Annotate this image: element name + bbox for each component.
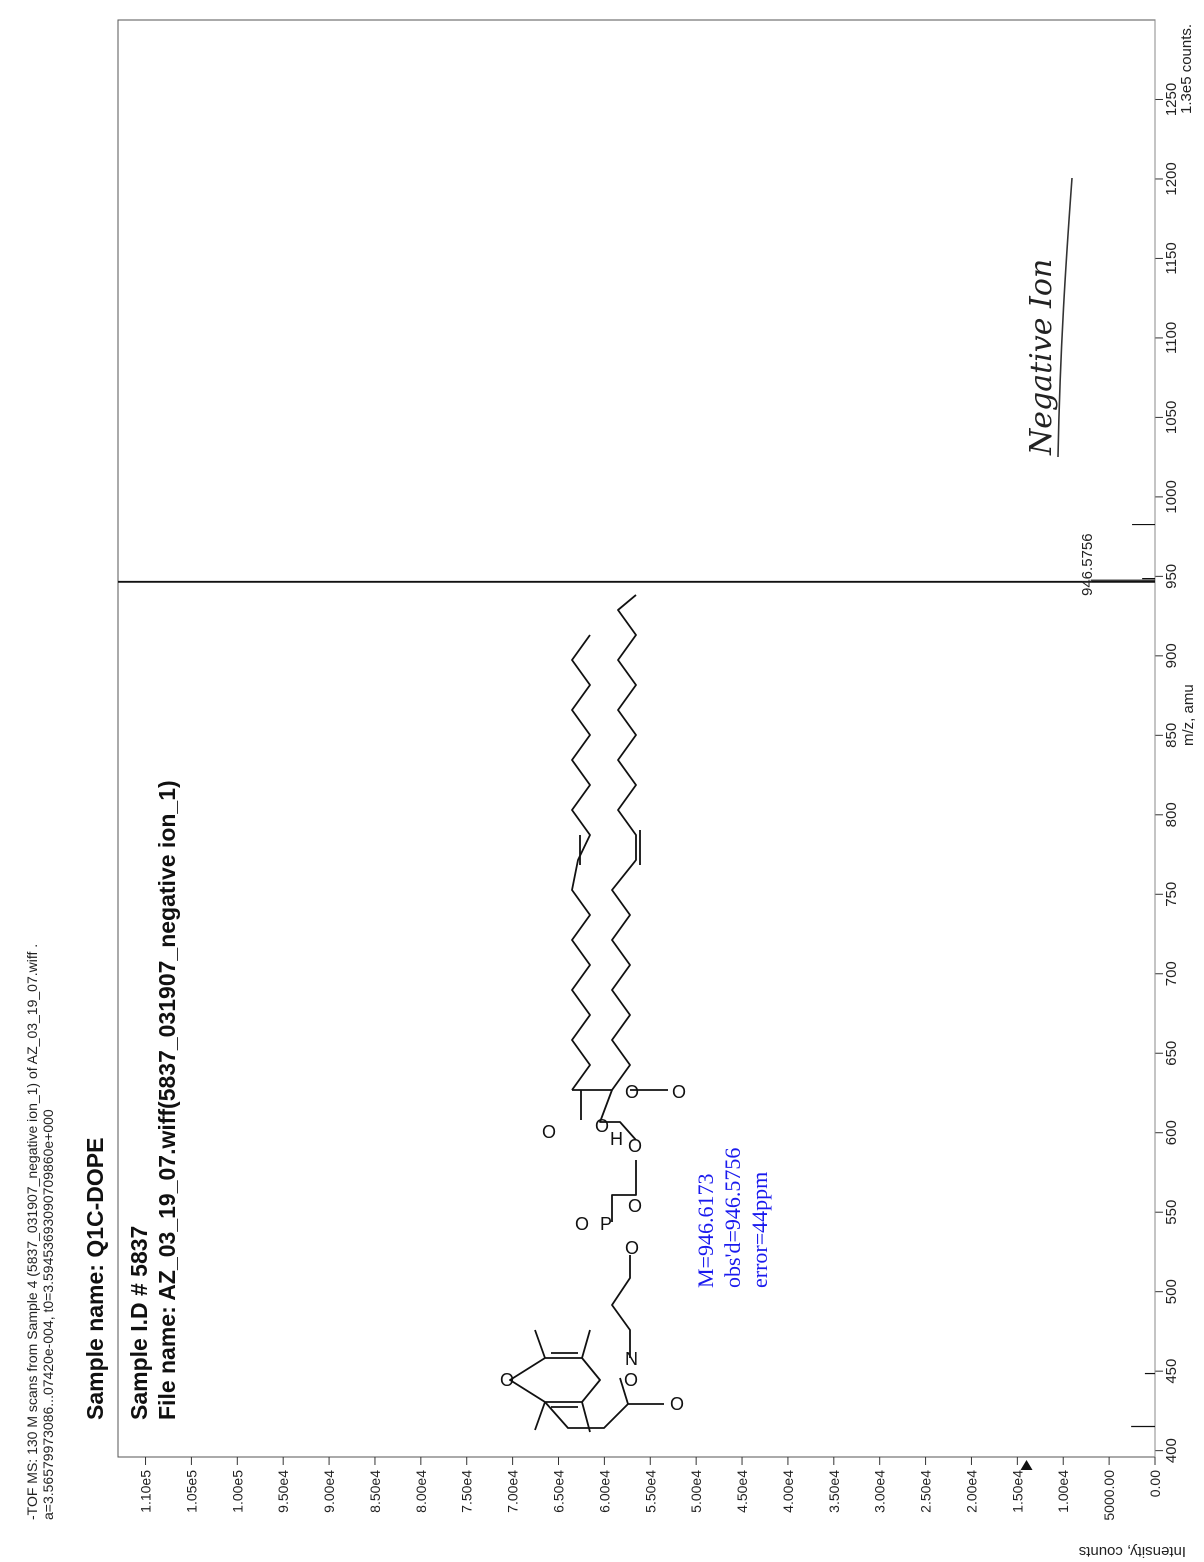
mz-tick-label: 850 <box>1163 723 1180 748</box>
atom-label: O <box>628 1136 642 1156</box>
intensity-tick-label: 2.50e4 <box>918 1470 934 1513</box>
scan-header-line2: a=3.56579973086...07420e-004, t0=3.59453… <box>40 1109 56 1520</box>
atom-label: H <box>610 1129 623 1149</box>
mz-tick-label: 900 <box>1163 643 1180 668</box>
handwriting-underline <box>1057 177 1073 458</box>
atom-label: O <box>542 1122 556 1142</box>
calculated-mass: M=946.6173 <box>693 1173 718 1288</box>
intensity-tick-label: 2.00e4 <box>963 1470 979 1513</box>
mz-tick-label: 550 <box>1163 1200 1180 1225</box>
intensity-tick-label: 1.05e5 <box>183 1470 199 1513</box>
sample-name: Sample name: Q1C-DOPE <box>82 1137 108 1420</box>
mz-tick-label: 800 <box>1163 802 1180 827</box>
intensity-tick-label: 5000.00 <box>1101 1470 1117 1521</box>
atom-label: O <box>628 1196 642 1216</box>
intensity-tick-label: 1.10e5 <box>138 1470 154 1513</box>
atom-labels: O O O N P O O O O H O O O O <box>500 1082 686 1414</box>
mz-tick-label: 1000 <box>1163 480 1180 513</box>
intensity-tick-label: 4.00e4 <box>780 1470 796 1513</box>
intensity-tick-label: 1.00e4 <box>1055 1470 1071 1513</box>
atom-label: O <box>595 1116 609 1136</box>
max-counts-label: 1.3e5 counts. <box>1178 23 1195 114</box>
intensity-tick-label: 5.50e4 <box>642 1470 658 1513</box>
atom-label: N <box>625 1349 638 1369</box>
atom-label: O <box>672 1082 686 1102</box>
mz-tick-label: 450 <box>1163 1359 1180 1384</box>
handwritten-note: Negative Ion <box>1024 258 1059 455</box>
atom-label: P <box>600 1214 612 1234</box>
threshold-marker <box>1020 1460 1033 1470</box>
mz-tick-label: 1050 <box>1163 401 1180 434</box>
mz-tick-label: 650 <box>1163 1041 1180 1066</box>
intensity-axis: 0.00 5000.00 1.00e4 1.50e4 2.00e4 2.50e4 3.00e… <box>138 1457 1163 1521</box>
intensity-tick-label: 7.00e4 <box>505 1470 521 1513</box>
mz-axis: 400 450 500 550 600 650 700 750 800 850 900 950 1000… <box>1155 83 1180 1463</box>
intensity-tick-label: 6.00e4 <box>596 1470 612 1513</box>
intensity-tick-label: 1.50e4 <box>1009 1470 1025 1513</box>
mass-error: error=44ppm <box>747 1171 772 1288</box>
intensity-tick-label: 9.50e4 <box>275 1470 291 1513</box>
intensity-tick-label: 0.00 <box>1147 1470 1163 1497</box>
atom-label: O <box>625 1082 639 1102</box>
mz-axis-title: m/z, amu <box>1180 684 1197 746</box>
spectrum-trace <box>118 20 1156 1457</box>
intensity-tick-label: 5.00e4 <box>688 1470 704 1513</box>
atom-label: O <box>624 1370 638 1390</box>
mz-tick-label: 700 <box>1163 961 1180 986</box>
intensity-tick-label: 6.50e4 <box>550 1470 566 1513</box>
mz-tick-label: 400 <box>1163 1438 1180 1463</box>
observed-mass: obs'd=946.5756 <box>720 1147 745 1288</box>
mz-tick-label: 500 <box>1163 1279 1180 1304</box>
intensity-tick-label: 7.50e4 <box>459 1470 475 1513</box>
mz-tick-label: 1200 <box>1163 162 1180 195</box>
intensity-tick-label: 3.50e4 <box>826 1470 842 1513</box>
intensity-tick-label: 1.00e5 <box>229 1470 245 1513</box>
base-peak-label: 946.5756 <box>1079 533 1096 596</box>
atom-label: O <box>670 1394 684 1414</box>
file-name: File name: AZ_03_19_07.wiff(5837_031907_… <box>154 780 180 1420</box>
intensity-tick-label: 8.00e4 <box>413 1470 429 1513</box>
mz-tick-label: 1100 <box>1163 322 1180 354</box>
intensity-axis-title: Intensity, counts <box>1078 1543 1186 1560</box>
mz-tick-label: 1250 <box>1163 83 1180 116</box>
mz-tick-label: 950 <box>1163 564 1180 589</box>
intensity-tick-label: 3.00e4 <box>872 1470 888 1513</box>
atom-label: O <box>625 1238 639 1258</box>
atom-label: O <box>500 1370 514 1390</box>
intensity-tick-label: 4.50e4 <box>734 1470 750 1513</box>
intensity-tick-label: 8.50e4 <box>367 1470 383 1513</box>
mass-annotation: M=946.6173 obs'd=946.5756 error=44ppm <box>692 1148 773 1288</box>
q1c-dope-structure <box>509 594 668 1433</box>
intensity-tick-label: 9.00e4 <box>321 1470 337 1513</box>
mz-tick-label: 750 <box>1163 882 1180 907</box>
scan-header-line1: -TOF MS: 130 M scans from Sample 4 (5837… <box>24 943 40 1520</box>
atom-label: O <box>575 1214 589 1234</box>
mz-tick-label: 1150 <box>1163 242 1180 274</box>
mz-tick-label: 600 <box>1163 1120 1180 1145</box>
sample-id: Sample I.D # 5837 <box>126 1225 152 1420</box>
